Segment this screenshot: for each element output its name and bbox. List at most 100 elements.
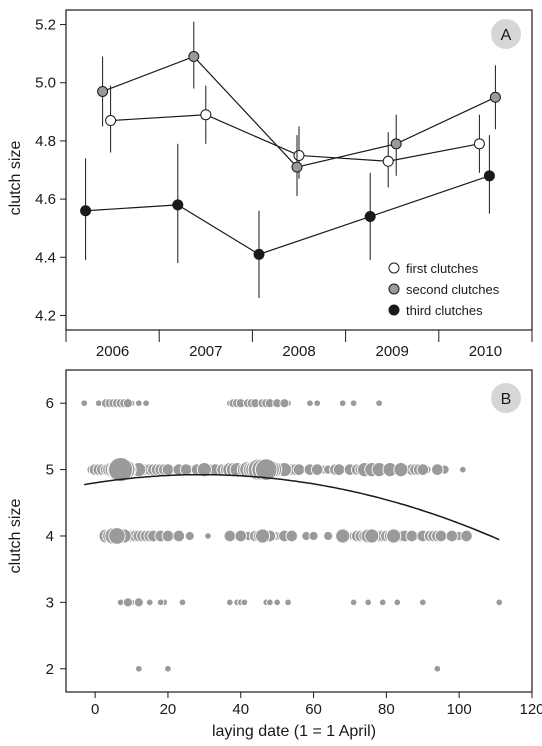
data-point bbox=[188, 51, 200, 63]
data-point bbox=[105, 115, 117, 127]
scatter-point bbox=[284, 598, 292, 607]
scatter-point bbox=[306, 399, 314, 407]
scatter-point bbox=[234, 529, 247, 543]
scatter-point bbox=[310, 463, 324, 476]
panel-b-fit-curve bbox=[84, 473, 500, 541]
y-tick-label: 5 bbox=[46, 462, 54, 479]
x-tick-label: 40 bbox=[232, 701, 249, 718]
scatter-point bbox=[145, 598, 154, 607]
scatter-point bbox=[433, 665, 442, 673]
series-line bbox=[85, 175, 490, 256]
x-tick-label: 20 bbox=[160, 701, 177, 718]
x-tick-label: 100 bbox=[447, 701, 472, 718]
panel-b-badge bbox=[491, 383, 521, 413]
scatter-point bbox=[240, 598, 249, 607]
scatter-point bbox=[135, 665, 143, 673]
scatter-point bbox=[323, 530, 334, 541]
scatter-point bbox=[108, 457, 134, 483]
x-tick-label: 120 bbox=[519, 701, 542, 718]
scatter-point bbox=[313, 399, 321, 407]
x-tick-label: 2010 bbox=[469, 343, 502, 360]
scatter-point bbox=[378, 598, 387, 607]
y-tick-label: 4 bbox=[46, 528, 54, 545]
scatter-point bbox=[179, 463, 193, 476]
scatter-point bbox=[254, 458, 278, 481]
x-tick-label: 2008 bbox=[282, 343, 315, 360]
scatter-point bbox=[285, 529, 298, 543]
scatter-point bbox=[364, 528, 380, 544]
data-point bbox=[390, 138, 402, 150]
scatter-point bbox=[122, 597, 133, 608]
y-tick-label: 4.8 bbox=[35, 133, 56, 150]
scatter-point bbox=[460, 529, 473, 543]
scatter-point bbox=[445, 529, 459, 543]
scatter-point bbox=[172, 529, 186, 543]
data-point bbox=[253, 248, 265, 260]
scatter-point bbox=[108, 527, 126, 545]
scatter-point bbox=[156, 598, 165, 607]
y-tick-label: 4.6 bbox=[35, 191, 56, 208]
data-point bbox=[172, 199, 184, 211]
panel-b-ylabel: clutch size bbox=[7, 499, 24, 574]
scatter-point bbox=[161, 463, 175, 476]
data-point bbox=[200, 109, 212, 121]
legend-marker bbox=[388, 304, 400, 316]
y-tick-label: 4.4 bbox=[35, 249, 56, 266]
panel-a-frame bbox=[65, 9, 533, 331]
scatter-point bbox=[255, 528, 271, 544]
data-point bbox=[293, 149, 305, 161]
y-tick-label: 4.2 bbox=[35, 307, 56, 324]
data-point bbox=[291, 161, 303, 173]
scatter-point bbox=[292, 463, 306, 476]
fit-curve bbox=[84, 473, 500, 541]
scatter-point bbox=[332, 463, 346, 476]
legend-marker bbox=[388, 283, 400, 295]
x-tick-label: 0 bbox=[91, 701, 99, 718]
scatter-point bbox=[419, 598, 427, 607]
scatter-point bbox=[204, 532, 212, 540]
scatter-point bbox=[431, 463, 444, 476]
scatter-point bbox=[196, 462, 212, 478]
panel-a-label: A bbox=[501, 27, 512, 44]
scatter-point bbox=[133, 597, 144, 608]
scatter-point bbox=[142, 399, 150, 407]
scatter-point bbox=[375, 399, 383, 407]
scatter-point bbox=[364, 598, 372, 607]
scatter-point bbox=[495, 598, 503, 607]
scatter-point bbox=[161, 529, 175, 543]
panel-a-legend: first clutches second clutches third clutc… bbox=[388, 261, 500, 318]
data-point bbox=[97, 85, 109, 97]
x-tick-label: 80 bbox=[378, 701, 395, 718]
scatter-point bbox=[416, 463, 430, 476]
scatter-point bbox=[135, 399, 143, 407]
panel-a-ylabel: clutch size bbox=[7, 141, 24, 216]
scatter-point bbox=[308, 530, 319, 541]
data-point bbox=[364, 211, 376, 223]
x-tick-label: 2006 bbox=[96, 343, 129, 360]
panel-b-frame bbox=[65, 369, 533, 693]
data-point bbox=[483, 170, 495, 182]
scatter-point bbox=[349, 598, 358, 607]
legend-label: first clutches bbox=[406, 261, 479, 276]
scatter-point bbox=[223, 529, 237, 543]
legend-marker bbox=[388, 262, 400, 274]
y-tick-label: 2 bbox=[46, 661, 54, 678]
panel-a-badge bbox=[491, 19, 521, 49]
panel-a: 4.2 4.4 4.6 4.8 5.0 5.2 2006 2007 2008 2009 2010 f… bbox=[7, 9, 533, 360]
y-tick-label: 5.0 bbox=[35, 75, 56, 92]
scatter-point bbox=[164, 665, 172, 673]
scatter-point bbox=[266, 598, 274, 607]
scatter-point bbox=[393, 598, 402, 607]
scatter-point bbox=[393, 462, 409, 478]
x-tick-label: 60 bbox=[305, 701, 322, 718]
panel-a-series bbox=[80, 21, 501, 298]
scatter-point bbox=[122, 398, 133, 409]
scatter-point bbox=[434, 529, 448, 543]
panel-a-axes: 4.2 4.4 4.6 4.8 5.0 5.2 2006 2007 2008 2009 2010 bbox=[35, 9, 533, 360]
panel-b-points bbox=[80, 398, 503, 673]
scatter-point bbox=[338, 399, 347, 407]
panel-b-label: B bbox=[501, 391, 512, 408]
